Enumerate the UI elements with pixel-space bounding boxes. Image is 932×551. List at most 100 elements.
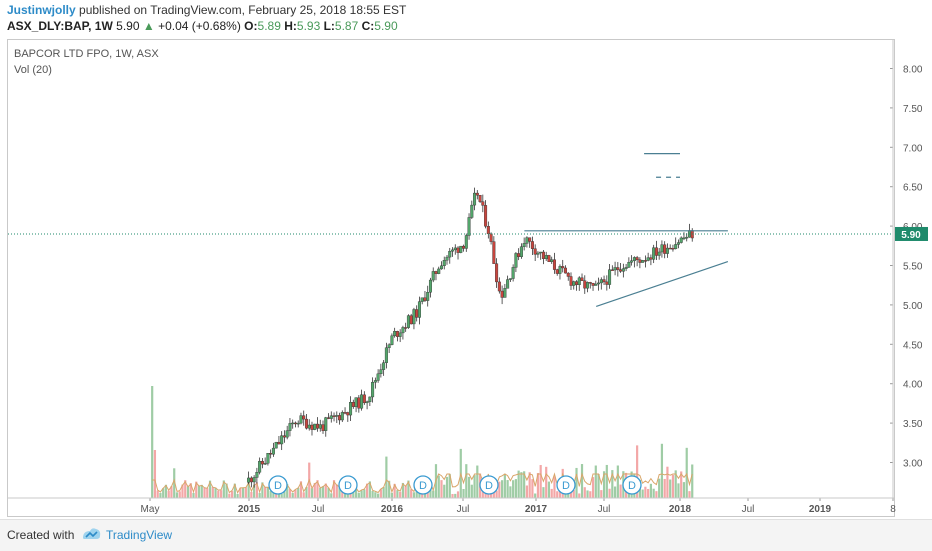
candle-body <box>517 253 521 257</box>
candle-body <box>580 277 584 281</box>
candle-body <box>616 267 620 270</box>
candle-body <box>536 252 540 255</box>
volume-bar <box>539 465 542 498</box>
candle-body <box>445 256 449 261</box>
volume-bar <box>310 488 314 498</box>
candle-body <box>332 415 336 417</box>
last-price-badge <box>895 226 928 241</box>
tradingview-link[interactable]: TradingView <box>106 528 173 542</box>
volume-bar <box>321 486 325 498</box>
candle-body <box>621 268 625 272</box>
volume-bar <box>206 488 209 498</box>
candle-body <box>503 288 507 298</box>
candle-body <box>434 271 438 274</box>
volume-bar <box>159 492 162 498</box>
candle-body <box>412 309 416 325</box>
volume-bar <box>327 487 330 498</box>
chart-frame[interactable] <box>7 39 895 517</box>
volume-bar <box>189 483 192 498</box>
candle-body <box>365 401 369 404</box>
volume-bar <box>644 486 647 498</box>
y-tick-label: 5.50 <box>903 262 923 273</box>
candle-body <box>547 255 551 262</box>
volume-bar <box>151 386 154 498</box>
candle-body <box>489 233 493 242</box>
volume-bar <box>470 484 473 498</box>
footer-bar: Created with TradingView <box>0 519 932 551</box>
candle-body <box>249 477 253 483</box>
volume-bar <box>677 483 680 498</box>
publication-bar: Justinwjolly published on TradingView.co… <box>7 2 406 18</box>
volume-bar <box>324 483 327 498</box>
volume-bar <box>682 482 686 498</box>
volume-bar <box>591 477 595 498</box>
volume-bar <box>377 493 380 498</box>
candle-body <box>296 422 300 425</box>
candle-body <box>627 262 631 268</box>
volume-bar <box>393 483 396 498</box>
candle-body <box>641 260 645 263</box>
tradingview-logo-icon[interactable] <box>80 526 102 542</box>
candle-body <box>247 477 251 483</box>
candle-body <box>552 259 556 270</box>
candle-body <box>500 290 504 298</box>
candle-body <box>563 267 567 274</box>
x-tick-label: 2015 <box>238 504 261 515</box>
candle-body <box>539 251 543 254</box>
volume-bar <box>440 480 443 498</box>
candle-body <box>555 269 559 274</box>
y-tick-label: 4.50 <box>903 340 923 351</box>
volume-bar <box>649 483 653 498</box>
volume-bar <box>509 486 512 498</box>
price-change: +0.04 (+0.68%) <box>158 19 241 33</box>
candle-body <box>387 344 391 348</box>
candle-body <box>282 435 286 438</box>
volume-bar <box>233 483 236 498</box>
x-tick-label: Jul <box>742 504 755 515</box>
candle-body <box>473 192 477 206</box>
author-link[interactable]: Justinwjolly <box>7 3 76 17</box>
x-tick-label: 8 <box>890 504 896 515</box>
price-chart[interactable]: 8.007.507.006.506.005.505.004.504.003.50… <box>0 0 932 520</box>
volume-bar <box>214 487 217 498</box>
volume-bar <box>360 490 363 498</box>
dividend-marker-label: D <box>419 480 427 492</box>
candle-body <box>417 301 421 318</box>
volume-bar <box>467 476 471 498</box>
candle-body <box>274 441 278 449</box>
volume-bar <box>175 492 179 498</box>
volume-bar <box>385 456 388 498</box>
candle-body <box>497 281 501 292</box>
candle-body <box>525 237 529 244</box>
volume-bar <box>492 489 495 498</box>
candle-body <box>588 282 592 284</box>
candle-body <box>544 255 548 259</box>
dividend-marker <box>413 475 433 495</box>
volume-bar <box>178 491 181 498</box>
candle-body <box>668 247 672 250</box>
candle-body <box>351 402 355 407</box>
x-tick-label: 2016 <box>381 504 404 515</box>
volume-bar <box>261 482 264 498</box>
volume-bar <box>401 482 405 498</box>
candle-body <box>619 269 623 272</box>
candle-body <box>346 412 350 416</box>
volume-bar <box>589 491 592 498</box>
candle-body <box>514 253 518 268</box>
volume-bar <box>354 488 358 498</box>
volume-bar <box>456 491 460 498</box>
candle-body <box>528 237 532 242</box>
volume-bar <box>297 487 300 498</box>
candle-body <box>324 417 328 431</box>
candle-body <box>462 245 466 249</box>
volume-bar <box>230 490 234 498</box>
candle-body <box>343 412 347 414</box>
volume-bar <box>495 490 498 498</box>
volume-bar <box>250 491 253 498</box>
candle-body <box>448 250 452 258</box>
volume-bar <box>162 488 165 498</box>
candle-body <box>260 460 264 465</box>
volume-bar <box>332 480 336 498</box>
candle-body <box>456 247 460 253</box>
dividend-marker <box>479 475 499 495</box>
